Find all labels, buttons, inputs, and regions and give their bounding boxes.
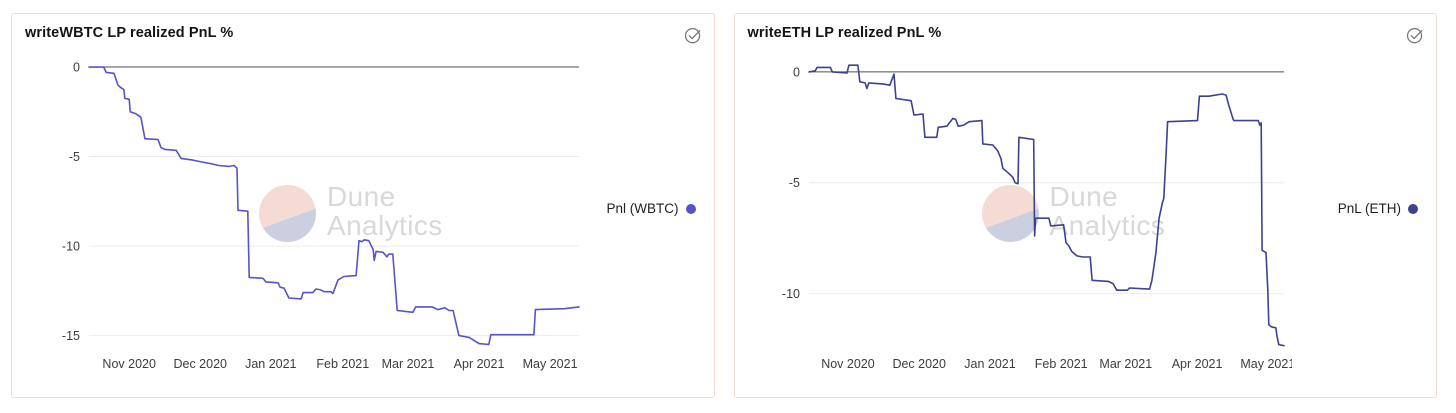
legend-label: PnL (ETH) <box>1337 201 1401 216</box>
eth-pnl-panel: writeETH LP realized PnL % Dune Analytic… <box>733 13 1437 398</box>
x-axis-label: Dec 2020 <box>173 357 227 371</box>
x-axis-label: Apr 2021 <box>1171 357 1222 371</box>
wbtc-pnl-chart: 0 -5 -10 -15 Nov 2020 Dec 2020 Jan 2021 Feb 202… <box>62 61 580 371</box>
panel-header: writeWBTC LP realized PnL % <box>12 14 714 45</box>
x-axis-label: Jan 2021 <box>245 357 296 371</box>
x-axis-label: Mar 2021 <box>382 357 435 371</box>
check-circle-icon <box>684 28 700 44</box>
legend-label: Pnl (WBTC) <box>606 201 679 216</box>
x-axis-label: Dec 2020 <box>892 357 946 371</box>
x-axis-label: Jan 2021 <box>964 357 1015 371</box>
y-axis-label: -10 <box>62 240 80 254</box>
check-circle-icon <box>1406 28 1423 44</box>
legend-item-eth[interactable]: PnL (ETH) <box>1338 201 1418 216</box>
x-axis-label: Mar 2021 <box>1099 357 1152 371</box>
wbtc-pnl-panel: writeWBTC LP realized PnL % Dune Analyti… <box>11 13 715 398</box>
x-axis-label: Feb 2021 <box>1034 357 1087 371</box>
y-axis-label: -10 <box>781 287 799 301</box>
y-axis-label: 0 <box>73 61 80 75</box>
pnl-series-line <box>807 64 1285 347</box>
page-title: writeETH LP realized PnL % <box>747 25 942 41</box>
y-axis-label: 0 <box>793 65 800 79</box>
legend-dot-icon <box>1408 203 1418 214</box>
pnl-series-line <box>88 66 580 346</box>
x-axis-label: May 2021 <box>523 357 578 371</box>
y-axis-label: -15 <box>62 329 80 343</box>
legend-item-wbtc[interactable]: Pnl (WBTC) <box>607 201 696 216</box>
x-axis-label: May 2021 <box>1240 357 1292 371</box>
legend-dot-icon <box>685 203 696 214</box>
y-axis-label: -5 <box>69 150 80 164</box>
dashboard-row: writeWBTC LP realized PnL % Dune Analyti… <box>11 13 1437 398</box>
x-axis-label: Feb 2021 <box>316 357 369 371</box>
y-axis-label: -5 <box>788 176 799 190</box>
page-title: writeWBTC LP realized PnL % <box>25 25 234 41</box>
panel-header: writeETH LP realized PnL % <box>735 14 1437 45</box>
x-axis-label: Nov 2020 <box>102 357 156 371</box>
x-axis-label: Nov 2020 <box>821 357 875 371</box>
eth-pnl-chart: 0 -5 -10 Nov 2020 Dec 2020 Jan 2021 Feb 2021 Ma… <box>781 64 1292 371</box>
x-axis-label: Apr 2021 <box>454 357 505 371</box>
